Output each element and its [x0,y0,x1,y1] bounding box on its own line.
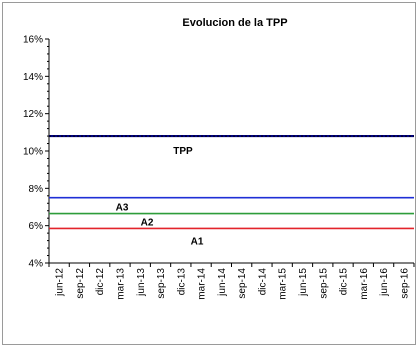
x-tick-label: sep-12 [75,268,86,299]
x-tick-label: sep-13 [156,268,167,299]
y-tick-label: 4% [29,259,44,270]
series-labels: TPP A3 A2 A1 [116,146,204,247]
x-tick-label: mar-14 [197,268,208,300]
x-tick-label: sep-14 [237,268,248,299]
chart-frame [2,2,416,345]
y-tick-label: 8% [29,184,44,195]
y-tick-label: 12% [23,109,43,120]
chart-series [49,134,414,230]
x-tick-label: sep-16 [399,268,410,299]
x-tick-label: jun-13 [136,268,147,297]
x-tick-label: jun-14 [217,268,228,297]
x-tick-label: jun-12 [55,268,66,297]
y-tick-label: 6% [29,221,44,232]
x-tick-label: dic-13 [176,268,187,296]
x-tick-label: dic-14 [257,268,268,296]
x-tick-label: mar-16 [359,268,370,300]
x-tick-label: jun-16 [379,268,390,297]
y-tick-label: 16% [23,35,43,46]
chart-title: Evolucion de la TPP [182,17,287,29]
x-tick-label: dic-15 [339,268,350,296]
x-tick-label: dic-12 [95,268,106,296]
chart-axes: 4% 6% 8% 10% 12% 14% 16% jun-12 sep-12 dic-12 mar-… [23,35,415,300]
y-tick-label: 14% [23,72,43,83]
y-tick-label: 10% [23,147,43,158]
x-tick-label: jun-15 [298,268,309,297]
series-label-a3: A3 [116,203,129,214]
x-tick-label: mar-13 [115,268,126,300]
x-tick-label: sep-15 [318,268,329,299]
series-label-a1: A1 [191,236,204,247]
x-tick-label: mar-15 [278,268,289,300]
series-label-a2: A2 [141,218,154,229]
series-label-tpp: TPP [173,146,193,157]
